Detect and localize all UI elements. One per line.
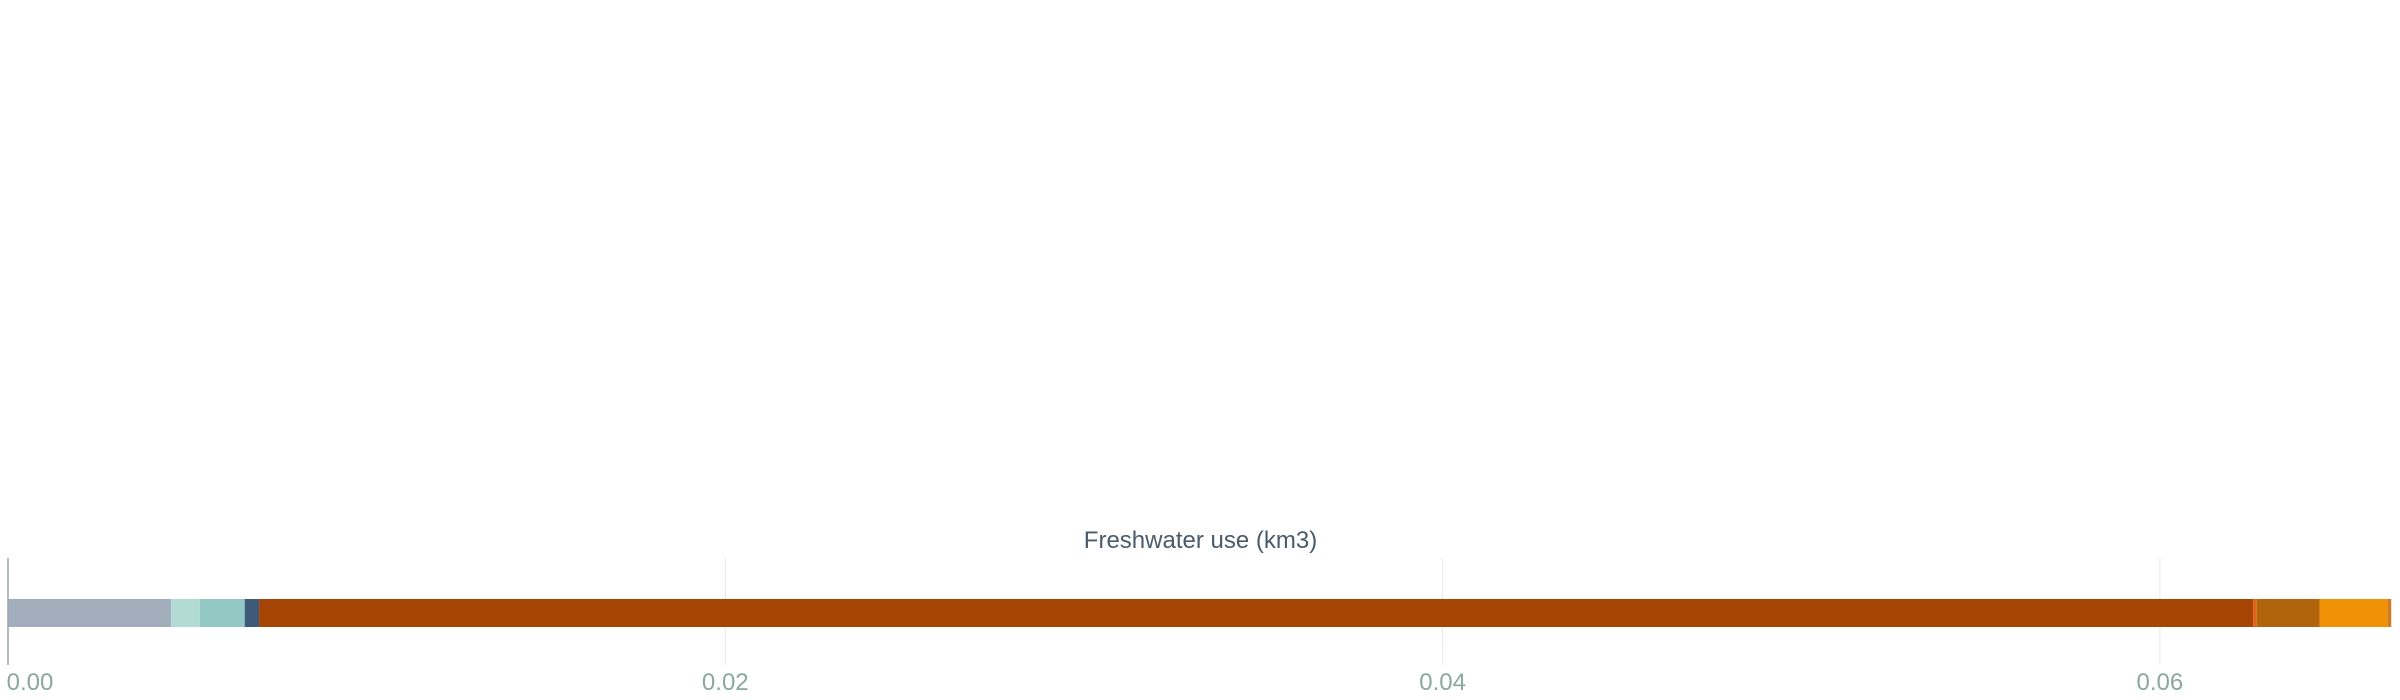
bar-segment[interactable]	[2319, 599, 2388, 627]
x-axis-ticks: 0.00 0.02 0.04 0.06	[7, 669, 2184, 696]
bar-segment[interactable]	[244, 599, 260, 627]
x-tick-label: 0.00	[7, 669, 54, 696]
bar-segment[interactable]	[8, 599, 172, 627]
x-tick-label: 0.02	[702, 669, 749, 696]
stacked-bar	[8, 599, 2392, 627]
bar-segment[interactable]	[171, 599, 200, 627]
bar-segment[interactable]	[2387, 599, 2392, 627]
x-tick-label: 0.06	[2137, 669, 2184, 696]
x-axis-title: Freshwater use (km3)	[1084, 527, 1317, 554]
bar-segment[interactable]	[199, 599, 245, 627]
x-tick-label: 0.04	[1419, 669, 1466, 696]
bar-segment[interactable]	[2253, 599, 2257, 627]
bar-segment[interactable]	[259, 599, 2254, 627]
bar-segment[interactable]	[2256, 599, 2320, 627]
